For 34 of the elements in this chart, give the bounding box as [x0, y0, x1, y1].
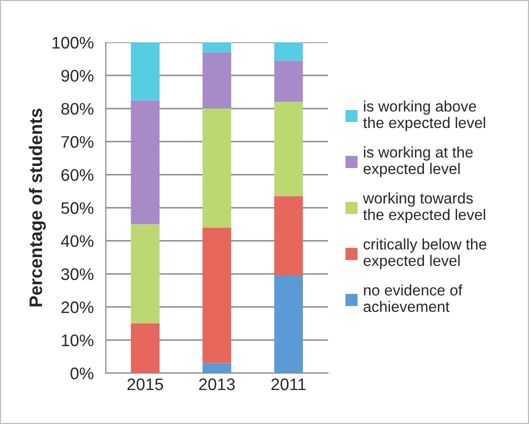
legend-label: is working at the expected level	[364, 146, 473, 178]
y-tick-label: 10%	[62, 334, 94, 346]
y-tick-label: 30%	[61, 268, 94, 280]
y-tick-label: 100%	[52, 36, 94, 49]
x-tick-label: 2015	[128, 378, 164, 390]
bar	[274, 60, 303, 102]
bar	[202, 228, 232, 364]
bar	[130, 224, 160, 324]
bar	[130, 324, 160, 374]
y-axis-title: Percentage of students	[28, 108, 46, 306]
y-tick-label: 40%	[61, 235, 94, 248]
legend-label: critically below the expected level	[364, 238, 486, 270]
bar	[202, 108, 232, 228]
bar	[274, 42, 303, 61]
bar	[202, 363, 232, 374]
legend-label: is working above the expected level	[363, 100, 486, 132]
x-tick-label: 2011	[271, 378, 306, 390]
bar	[202, 42, 232, 52]
bar	[130, 100, 160, 224]
y-tick-label: 60%	[61, 169, 94, 181]
y-tick-label: 80%	[61, 102, 94, 115]
y-tick-label: 90%	[61, 70, 94, 82]
y-tick-label: 20%	[61, 301, 94, 314]
bar	[130, 42, 160, 100]
x-tick-label: 2013	[199, 378, 235, 390]
y-tick-label: 50%	[61, 202, 94, 214]
bar	[274, 196, 303, 276]
bar	[274, 102, 303, 196]
legend-label: no evidence of achievement	[364, 284, 462, 312]
y-tick-label: 70%	[61, 136, 94, 148]
bar	[274, 276, 303, 374]
bar	[202, 52, 232, 109]
y-tick-label: 0%	[70, 368, 94, 380]
legend-label: working towards the expected level	[362, 192, 486, 224]
